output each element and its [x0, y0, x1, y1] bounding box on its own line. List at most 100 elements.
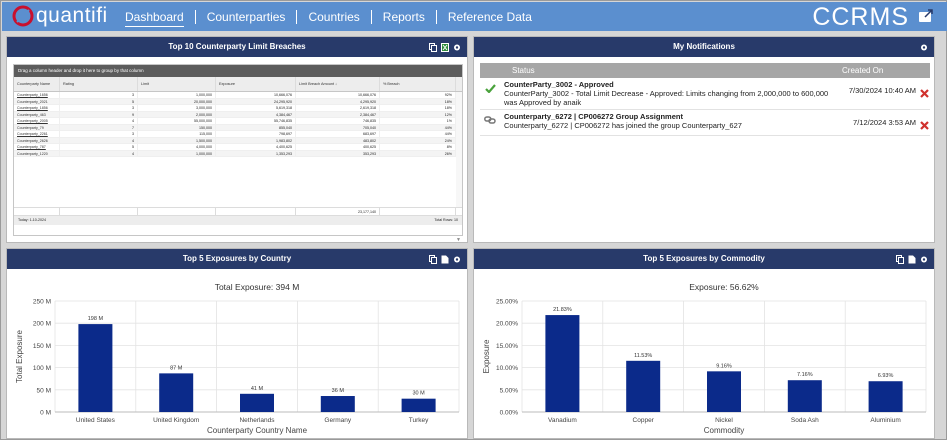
- table-row[interactable]: Counterparty_2261 3 115,000 798,697 683,697 4…: [14, 131, 462, 138]
- col-header-rating[interactable]: Rating: [60, 77, 138, 91]
- bar: [240, 393, 274, 412]
- cell-limit-breach-amount: 2,384,467: [296, 111, 380, 117]
- document-icon[interactable]: [441, 255, 449, 264]
- cell-percent-breach: 44%: [380, 124, 456, 130]
- cell-exposure: 5,619,318: [216, 105, 296, 111]
- cell-counterparty-name[interactable]: Counterparty_2021: [14, 98, 60, 104]
- gear-icon[interactable]: [920, 43, 928, 52]
- top-navigation-bar: quantifi Dashboard Counterparties Countr…: [2, 2, 947, 31]
- table-row[interactable]: Counterparty_1656 3 1,000,000 10,666,076 10,…: [14, 92, 462, 99]
- document-icon[interactable]: [908, 255, 916, 264]
- col-header-percent-breach[interactable]: % Breach: [380, 77, 456, 91]
- cell-percent-breach: 18%: [380, 98, 456, 104]
- nav-reference-data[interactable]: Reference Data: [435, 9, 543, 24]
- chart-title: Total Exposure: 394 M: [215, 282, 300, 292]
- gear-icon[interactable]: [453, 255, 461, 264]
- cell-counterparty-name[interactable]: Counterparty_2261: [14, 131, 60, 137]
- cell-limit: 1,000,000: [138, 150, 216, 156]
- table-row[interactable]: Counterparty_463 9 2,000,000 4,384,467 2,384…: [14, 111, 462, 118]
- panel-title: Top 5 Exposures by Commodity: [643, 254, 765, 263]
- col-header-limit[interactable]: Limit: [138, 77, 216, 91]
- panel-header: My Notifications: [474, 37, 934, 57]
- panel-title: Top 10 Counterparty Limit Breaches: [168, 42, 306, 51]
- gear-icon[interactable]: [920, 255, 928, 264]
- col-header-status[interactable]: Status: [512, 66, 535, 75]
- scroll-down-arrow-icon[interactable]: ▼: [456, 237, 461, 243]
- cell-limit-breach-amount: 705,040: [296, 124, 380, 130]
- col-header-created-on[interactable]: Created On: [842, 66, 884, 75]
- nav-reports[interactable]: Reports: [370, 9, 436, 24]
- quantifi-logo[interactable]: quantifi: [12, 5, 108, 27]
- cell-counterparty-name[interactable]: Counterparty_79: [14, 124, 60, 130]
- bar: [626, 360, 661, 412]
- limit-breaches-panel: Top 10 Counterparty Limit Breaches Drag …: [6, 36, 468, 243]
- copy-icon[interactable]: [429, 42, 437, 52]
- copy-icon[interactable]: [429, 254, 437, 264]
- cell-rating: 3: [60, 92, 138, 98]
- group-by-drop-zone[interactable]: Drag a column header and drop it here to…: [14, 65, 462, 77]
- data-label: 198 M: [88, 316, 104, 322]
- commodity-exposure-chart: Exposure: 56.62% 0.00% 5.00% 10.00% 15.00% 20…: [482, 282, 927, 435]
- table-row[interactable]: Counterparty_2626 4 1,500,000 1,983,802 483,…: [14, 137, 462, 144]
- table-row[interactable]: Counterparty_79 7 150,000 855,040 705,040 44%: [14, 124, 462, 131]
- cell-exposure: 10,666,076: [216, 92, 296, 98]
- delete-icon[interactable]: [920, 121, 929, 130]
- cell-limit: 1,500,000: [138, 137, 216, 143]
- col-header-counterparty-name[interactable]: Counterparty Name: [14, 77, 60, 91]
- excel-export-icon[interactable]: [441, 42, 449, 52]
- cell-rating: 3: [60, 131, 138, 137]
- y-tick-label: 50 M: [37, 387, 51, 394]
- notification-row[interactable]: CounterParty_3002 - Approved CounterPart…: [480, 78, 930, 110]
- x-tick-label: United Kingdom: [153, 417, 199, 424]
- table-row[interactable]: Counterparty_2021 5 20,000,000 24,295,920 4,…: [14, 98, 462, 105]
- grid-footer-date: Today: 1-10-2024: [18, 218, 46, 222]
- grid-scrollbar[interactable]: [456, 92, 462, 207]
- panel-header: Top 5 Exposures by Country: [7, 249, 467, 269]
- cell-exposure: 4,400,625: [216, 144, 296, 150]
- nav-counterparties[interactable]: Counterparties: [194, 9, 297, 24]
- notification-row[interactable]: Counterparty_6272 | CP006272 Group Assig…: [480, 110, 930, 136]
- cell-limit: 150,000: [138, 124, 216, 130]
- y-tick-label: 150 M: [33, 343, 51, 350]
- x-axis-title: Commodity: [704, 426, 744, 435]
- data-label: 36 M: [332, 388, 345, 394]
- cell-rating: 4: [60, 150, 138, 156]
- cell-counterparty-name[interactable]: Counterparty_1856: [14, 105, 60, 111]
- cell-limit: 1,000,000: [138, 92, 216, 98]
- logout-icon[interactable]: [918, 9, 934, 23]
- cell-counterparty-name[interactable]: Counterparty_2626: [14, 137, 60, 143]
- grid-totals-row: 23,177,140: [14, 207, 462, 216]
- cell-counterparty-name[interactable]: Counterparty_463: [14, 111, 60, 117]
- table-row[interactable]: Counterparty_2005 4 55,000,000 55,746,835 74…: [14, 118, 462, 125]
- notification-body: Counterparty_6272 | CP006272 has joined …: [504, 121, 742, 130]
- table-row[interactable]: Counterparty_787 5 4,000,000 4,400,625 400,6…: [14, 144, 462, 151]
- table-row[interactable]: Counterparty_1220 4 1,000,000 1,353,293 353,…: [14, 150, 462, 157]
- cell-percent-breach: 24%: [380, 137, 456, 143]
- cell-limit: 20,000,000: [138, 98, 216, 104]
- table-row[interactable]: Counterparty_1856 3 3,000,000 5,619,318 2,61…: [14, 105, 462, 112]
- gear-icon[interactable]: [453, 43, 461, 52]
- x-tick-label: Germany: [324, 417, 351, 424]
- x-axis-title: Counterparty Country Name: [207, 426, 308, 435]
- copy-icon[interactable]: [896, 254, 904, 264]
- notification-date: 7/30/2024 10:40 AM: [848, 86, 916, 95]
- col-header-limit-breach-amount-label: Limit Breach Amount: [299, 82, 335, 86]
- col-header-limit-breach-amount[interactable]: Limit Breach Amount ↓: [296, 77, 380, 91]
- cell-counterparty-name[interactable]: Counterparty_1220: [14, 150, 60, 156]
- nav-countries-label: Countries: [308, 9, 360, 24]
- y-tick-label: 0 M: [40, 410, 51, 417]
- nav-reports-label: Reports: [382, 9, 425, 24]
- cell-counterparty-name[interactable]: Counterparty_2005: [14, 118, 60, 124]
- y-tick-label: 25.00%: [496, 299, 518, 306]
- col-header-exposure[interactable]: Exposure: [216, 77, 296, 91]
- nav-countries[interactable]: Countries: [296, 9, 370, 24]
- nav-dashboard[interactable]: Dashboard: [114, 9, 195, 27]
- cell-exposure: 4,384,467: [216, 111, 296, 117]
- bar: [868, 381, 903, 412]
- nav-counterparties-label: Counterparties: [206, 9, 286, 24]
- delete-icon[interactable]: [920, 89, 929, 98]
- data-label: 7.16%: [797, 372, 813, 378]
- cell-counterparty-name[interactable]: Counterparty_1656: [14, 92, 60, 98]
- cell-counterparty-name[interactable]: Counterparty_787: [14, 144, 60, 150]
- bar: [545, 315, 580, 412]
